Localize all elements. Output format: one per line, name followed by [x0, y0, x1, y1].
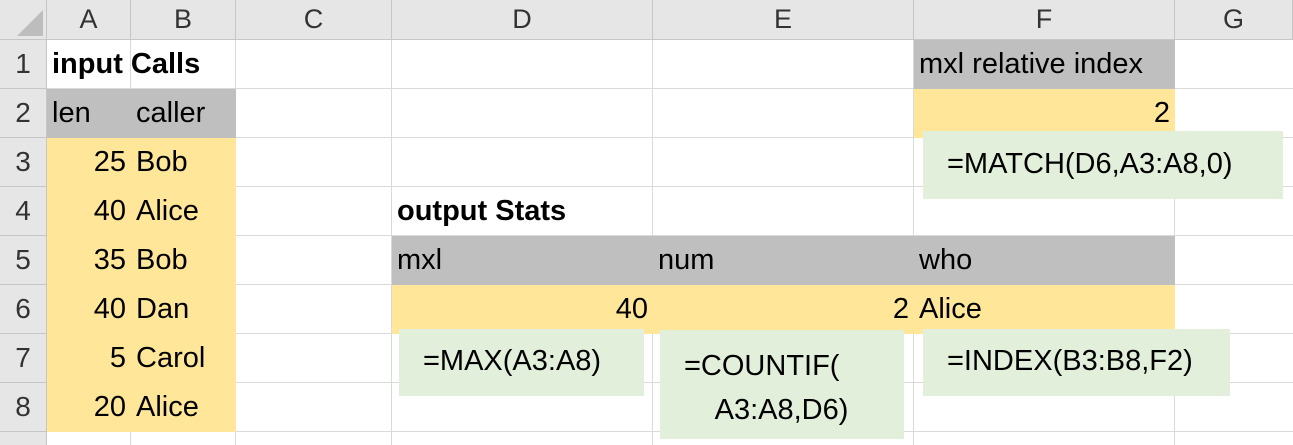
input-len-cell[interactable]: 20 — [93, 391, 126, 423]
row-header-8[interactable]: 8 — [0, 383, 47, 432]
column-header-a[interactable]: A — [47, 0, 131, 40]
output-header-fill — [392, 236, 1175, 285]
input-caller-cell[interactable]: Dan — [136, 293, 190, 325]
column-header-c[interactable]: C — [236, 0, 392, 40]
output-header-num[interactable]: num — [658, 244, 715, 276]
gridline — [47, 137, 1293, 138]
row-header-1[interactable]: 1 — [0, 40, 47, 89]
row-header-9[interactable] — [0, 432, 47, 445]
relative-index-header[interactable]: mxl relative index — [919, 48, 1144, 80]
formula-note-match: =MATCH(D6,A3:A8,0) — [923, 131, 1283, 199]
gridline — [47, 186, 1293, 187]
input-caller-cell[interactable]: Bob — [136, 244, 188, 276]
row-header-4[interactable]: 4 — [0, 187, 47, 236]
select-all-button[interactable] — [0, 0, 47, 40]
input-caller-cell[interactable]: Alice — [136, 195, 199, 227]
output-title[interactable]: output Stats — [397, 195, 567, 227]
relative-index-value[interactable]: 2 — [1153, 97, 1170, 129]
column-header-f[interactable]: F — [914, 0, 1175, 40]
input-header-fill — [47, 89, 236, 138]
row-header-6[interactable]: 6 — [0, 285, 47, 334]
row-header-5[interactable]: 5 — [0, 236, 47, 285]
output-value-fill — [392, 285, 1175, 334]
relative-header-fill — [914, 40, 1175, 89]
formula-note-countif: =COUNTIF( A3:A8,D6) — [660, 330, 904, 439]
input-data-fill — [47, 138, 236, 432]
input-len-cell[interactable]: 40 — [93, 195, 126, 227]
input-caller-cell[interactable]: Alice — [136, 391, 199, 423]
gridline — [47, 88, 1293, 89]
input-header-caller[interactable]: caller — [136, 97, 206, 129]
input-len-cell[interactable]: 35 — [93, 244, 126, 276]
row-header-2[interactable]: 2 — [0, 89, 47, 138]
formula-note-max: =MAX(A3:A8) — [399, 329, 644, 396]
column-header-g[interactable]: G — [1175, 0, 1293, 40]
column-header-d[interactable]: D — [392, 0, 653, 40]
output-who-value[interactable]: Alice — [919, 293, 982, 325]
output-header-mxl[interactable]: mxl — [397, 244, 443, 276]
row-header-3[interactable]: 3 — [0, 138, 47, 187]
input-len-cell[interactable]: 40 — [93, 293, 126, 325]
relative-value-fill — [914, 89, 1175, 138]
input-caller-cell[interactable]: Bob — [136, 146, 188, 178]
row-header-7[interactable]: 7 — [0, 334, 47, 383]
input-len-cell[interactable]: 5 — [109, 342, 126, 374]
output-header-who[interactable]: who — [919, 244, 973, 276]
input-title[interactable]: input Calls — [52, 48, 201, 80]
input-header-len[interactable]: len — [52, 97, 91, 129]
formula-note-index: =INDEX(B3:B8,F2) — [923, 329, 1230, 396]
gridline — [47, 235, 1293, 236]
column-header-b[interactable]: B — [131, 0, 236, 40]
input-len-cell[interactable]: 25 — [93, 146, 126, 178]
output-mxl-value[interactable]: 40 — [615, 293, 648, 325]
select-all-triangle-icon — [17, 10, 43, 36]
column-header-e[interactable]: E — [653, 0, 914, 40]
gridline — [391, 40, 392, 445]
input-caller-cell[interactable]: Carol — [136, 342, 206, 374]
output-num-value[interactable]: 2 — [892, 293, 909, 325]
